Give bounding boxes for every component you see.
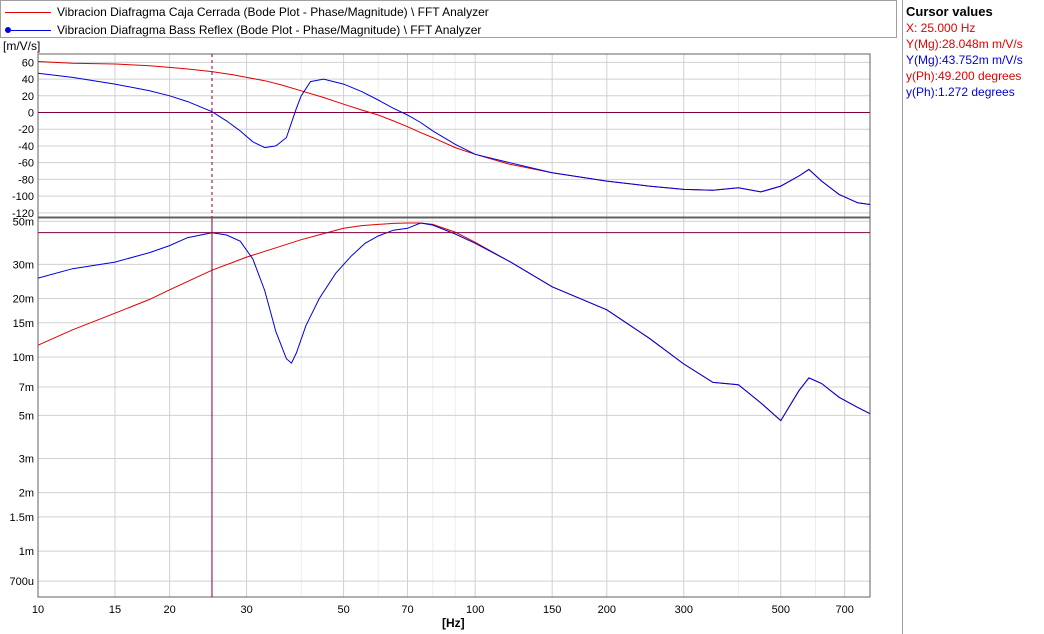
phase-panel-frame [37, 53, 871, 218]
mag-y-tick-label: 1m [19, 546, 34, 558]
x-tick-label: 50 [337, 604, 349, 616]
legend-marker-dot [5, 26, 11, 33]
x-tick-label: 700 [835, 604, 853, 616]
mag-y-tick-label: 20m [13, 294, 34, 306]
legend-swatch-blue [5, 26, 51, 34]
phase-y-tick-label: -100 [12, 191, 34, 203]
mag-y-tick-label: 15m [13, 318, 34, 330]
mag-y-tick-label: 7m [19, 382, 34, 394]
phase-series-caja-cerrada [37, 61, 871, 205]
x-tick-label: 15 [109, 604, 121, 616]
bode-plot[interactable]: 6040200-20-40-60-80-100-12050m30m20m15m1… [0, 0, 902, 634]
mag-y-tick-label: 2m [19, 488, 34, 500]
legend-label: Vibracion Diafragma Caja Cerrada (Bode P… [57, 4, 489, 19]
x-tick-label: 500 [772, 604, 790, 616]
x-tick-label: 30 [240, 604, 252, 616]
phase-y-tick-label: -60 [18, 158, 34, 170]
x-unit-label: [Hz] [442, 616, 465, 630]
phase-y-tick-label: 20 [22, 91, 34, 103]
chart-legend: Vibracion Diafragma Caja Cerrada (Bode P… [0, 0, 897, 38]
mag-y-tick-label: 5m [19, 410, 34, 422]
mag-y-tick-label: 50m [13, 216, 34, 228]
legend-label: Vibracion Diafragma Bass Reflex (Bode Pl… [57, 22, 482, 37]
cursor-ph-blue-value: y(Ph):1.272 degrees [906, 85, 1015, 99]
magnitude-series-bass-reflex [37, 222, 871, 422]
legend-item-caja-cerrada[interactable]: Vibracion Diafragma Caja Cerrada (Bode P… [5, 3, 489, 20]
magnitude-panel-frame [37, 217, 871, 598]
phase-y-tick-label: -80 [18, 174, 34, 186]
x-tick-label: 70 [401, 604, 413, 616]
cursor-mag-red-value: Y(Mg):28.048m m/V/s [906, 37, 1023, 51]
cursor-values-panel: Cursor values X: 25.000 Hz Y(Mg):28.048m… [902, 0, 1044, 634]
y-unit-label: [m/V/s] [3, 39, 41, 53]
x-tick-label: 10 [32, 604, 44, 616]
cursor-x-value: X: 25.000 Hz [906, 21, 976, 35]
x-tick-label: 100 [466, 604, 484, 616]
mag-y-tick-label: 10m [13, 352, 34, 364]
cursor-mag-blue-value: Y(Mg):43.752m m/V/s [906, 53, 1023, 67]
legend-swatch-red [5, 8, 51, 16]
mag-y-tick-label: 30m [13, 259, 34, 271]
x-tick-label: 300 [675, 604, 693, 616]
x-tick-label: 20 [163, 604, 175, 616]
mag-y-tick-label: 3m [19, 453, 34, 465]
mag-y-tick-label: 700u [10, 576, 34, 588]
phase-y-tick-label: -120 [12, 208, 34, 220]
magnitude-series-caja-cerrada [37, 222, 871, 422]
phase-y-tick-label: -40 [18, 141, 34, 153]
legend-item-bass-reflex[interactable]: Vibracion Diafragma Bass Reflex (Bode Pl… [5, 21, 481, 38]
phase-y-tick-label: 40 [22, 74, 34, 86]
x-tick-label: 200 [598, 604, 616, 616]
phase-y-tick-label: 0 [28, 108, 34, 120]
cursor-ph-red-value: y(Ph):49.200 degrees [906, 69, 1022, 83]
x-tick-label: 150 [543, 604, 561, 616]
cursor-values-title: Cursor values [906, 4, 993, 19]
phase-y-tick-label: -20 [18, 124, 34, 136]
phase-y-tick-label: 60 [22, 57, 34, 69]
phase-series-bass-reflex [37, 72, 871, 205]
mag-y-tick-label: 1.5m [10, 512, 34, 524]
